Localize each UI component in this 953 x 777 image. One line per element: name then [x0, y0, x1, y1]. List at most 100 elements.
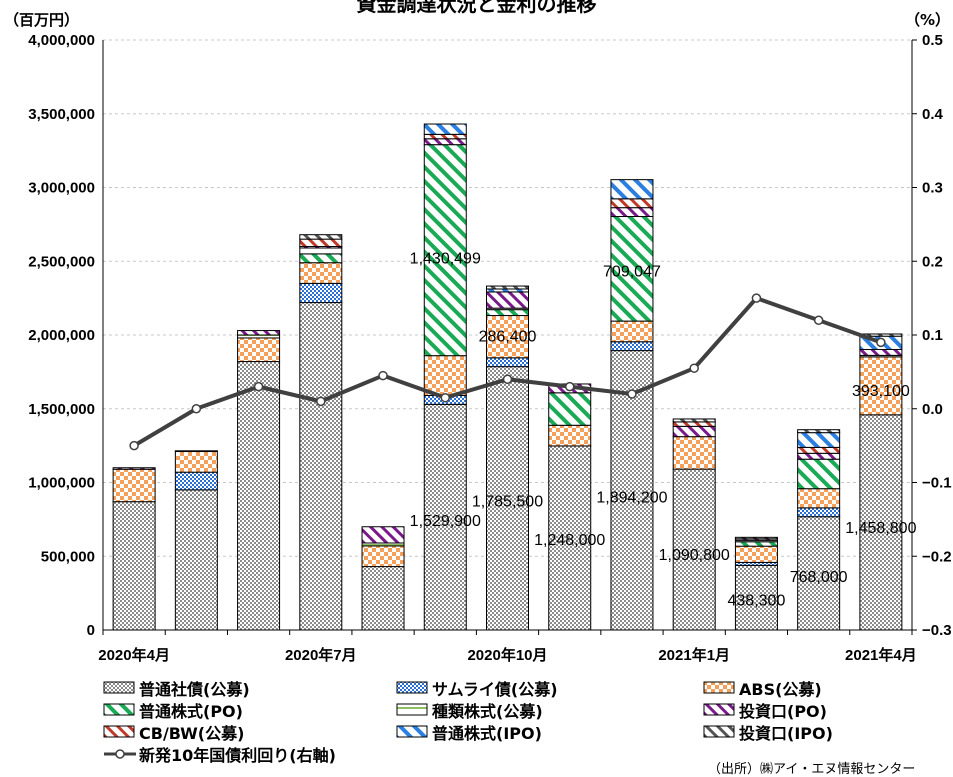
bar-segment: [734, 536, 778, 540]
yield-line-layer: [129, 293, 886, 451]
bar-segment: [859, 356, 903, 416]
legend-label: CB/BW(公募): [139, 724, 245, 743]
y2-tick-label: −0.1: [922, 475, 952, 492]
legend-swatch: [103, 681, 135, 694]
yield-point: [564, 381, 575, 392]
bar-segment: [237, 361, 281, 631]
bar-segment: [672, 436, 716, 470]
bar-segment: [672, 421, 716, 427]
y-tick-label: 3,000,000: [28, 180, 95, 197]
bar-segment: [423, 403, 467, 631]
yield-point: [813, 315, 824, 325]
bar-segment: [174, 450, 218, 453]
bar-segment: [610, 320, 654, 343]
bar-segment: [486, 357, 529, 368]
bar-segment: [237, 330, 281, 336]
left-axis-unit: （百万円）: [4, 11, 80, 29]
bar-segment: [299, 262, 343, 284]
legend-swatch: [103, 703, 135, 716]
legend-item: ABS(公募): [703, 676, 822, 700]
legend-label: 投資口(IPO): [739, 724, 833, 743]
y2-tick-label: −0.3: [922, 622, 952, 639]
yield-point: [502, 374, 513, 384]
bar-segment: [299, 234, 343, 240]
bar-segment: [610, 179, 654, 200]
yield-point: [689, 363, 699, 373]
yield-point: [440, 392, 451, 403]
data-label: 709,047: [603, 264, 661, 281]
bar-segment: [174, 451, 218, 473]
bar-segment: [734, 564, 778, 631]
y-tick-label: 3,500,000: [28, 106, 95, 123]
bar-segment: [548, 424, 592, 447]
legend-label: 普通社債(公募): [139, 680, 250, 699]
data-label: 393,100: [852, 383, 910, 400]
bar-segment: [797, 446, 841, 454]
bar-segment: [174, 489, 218, 631]
data-label: 1,458,800: [845, 520, 916, 537]
y-tick-label: 1,000,000: [28, 475, 95, 492]
bar-segment: [299, 238, 343, 247]
yield-point: [129, 440, 139, 451]
legend-label: サムライ債(公募): [432, 680, 558, 699]
labels-layer: 1,430,499 286,400 709,047 393,100 1,529,900 1…: [410, 250, 917, 609]
data-label: 1,430,499: [410, 250, 481, 267]
bar-segment: [672, 418, 716, 423]
bar-segment: [797, 488, 841, 509]
x-tick-label: 2020年10月: [467, 646, 547, 664]
bar-segment: [423, 355, 467, 396]
legend-label: ABS(公募): [739, 680, 822, 699]
bar-segment: [361, 526, 405, 544]
legend-label: 普通株式(PO): [139, 702, 243, 721]
legend-label: 普通株式(IPO): [432, 724, 542, 743]
legend-item: 投資口(PO): [703, 698, 827, 722]
y2-tick-label: 0.0: [922, 401, 943, 418]
bar-segment: [361, 545, 405, 568]
data-label: 1,894,200: [596, 489, 667, 506]
x-tick-label: 2020年4月: [98, 646, 170, 664]
source-note: （出所）㈱アイ・エヌ情報センター: [708, 762, 916, 777]
bar-segment: [486, 315, 529, 359]
legend: 普通社債(公募) サムライ債(公募) ABS(公募) 普通株式(PO) 種類株式(公募)…: [103, 676, 903, 768]
y-tick-label: 2,000,000: [28, 327, 95, 344]
bar-segment: [734, 545, 778, 563]
bar-segment: [859, 348, 903, 356]
bar-segment: [486, 366, 529, 631]
bar-segment: [486, 285, 529, 290]
legend-item: CB/BW(公募): [103, 720, 244, 744]
y2-tick-label: 0.2: [922, 253, 943, 270]
bar-segment: [237, 337, 281, 363]
bar-segment: [299, 247, 343, 255]
bar-segment: [672, 425, 716, 438]
bar-segment: [797, 429, 841, 434]
legend-swatch: [103, 725, 135, 738]
legend-item: 新発10年国債利回り(右軸): [103, 742, 336, 766]
bar-segment: [486, 291, 529, 309]
bar-segment: [112, 467, 156, 470]
legend-swatch: [396, 703, 428, 716]
data-label: 438,300: [728, 593, 786, 610]
legend-swatch: [703, 725, 735, 738]
data-label: 286,400: [479, 328, 537, 345]
yield-point: [316, 396, 326, 407]
axis-layer: 0 500,000 1,000,000 1,500,000 2,000,000 2,500…: [28, 32, 951, 664]
legend-swatch: [703, 681, 735, 694]
legend-label: 新発10年国債利回り(右軸): [139, 746, 336, 765]
x-tick-label: 2021年4月: [845, 646, 917, 664]
data-label: 768,000: [790, 569, 848, 586]
bar-segment: [797, 458, 841, 490]
data-label: 1,090,800: [659, 547, 730, 564]
bar-segment: [174, 471, 218, 491]
y2-tick-label: 0.1: [922, 327, 943, 344]
bar-segment: [423, 133, 467, 140]
legend-swatch: [396, 681, 428, 694]
y-tick-label: 4,000,000: [28, 32, 95, 49]
yield-point: [191, 404, 202, 414]
bar-segment: [423, 123, 467, 135]
bar-segment: [610, 341, 654, 352]
yield-point: [627, 389, 637, 399]
legend-label: 投資口(PO): [739, 702, 827, 721]
data-label: 1,529,900: [410, 513, 481, 530]
legend-swatch: [396, 725, 428, 738]
